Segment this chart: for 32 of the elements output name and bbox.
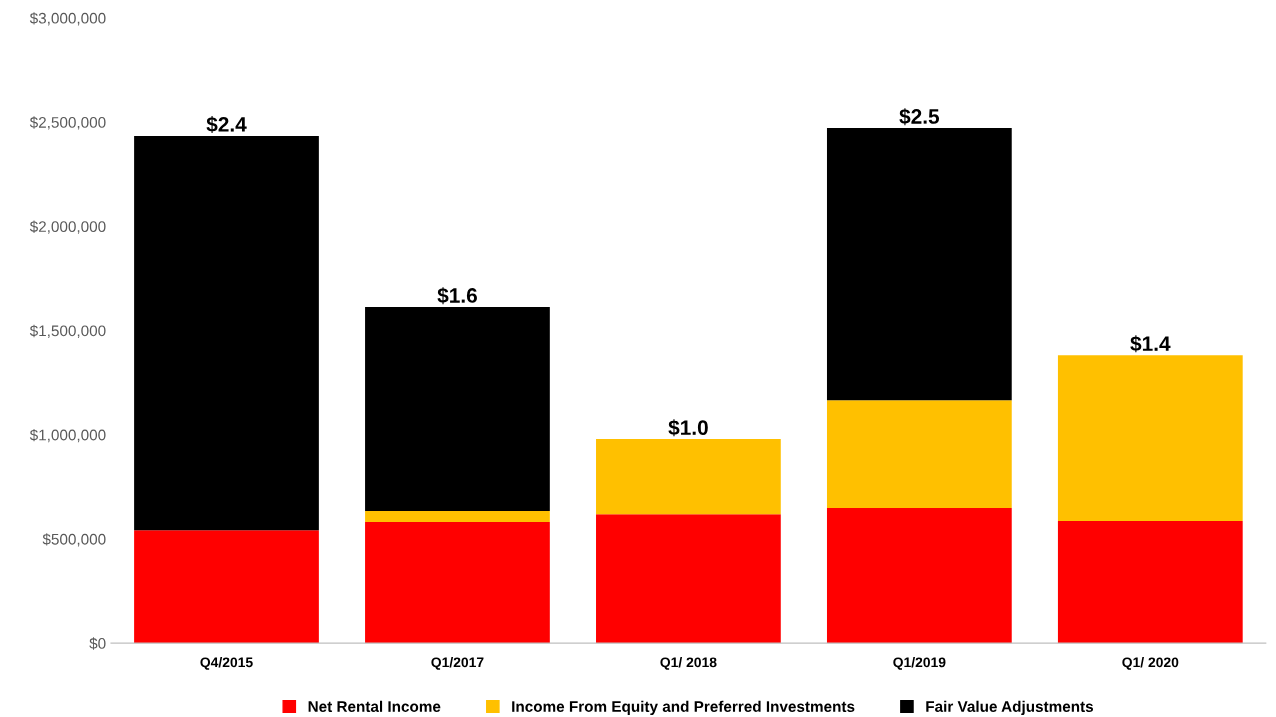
x-tick-label: Q4/2015 — [200, 657, 253, 670]
y-tick-label: $2,000,000 — [29, 220, 106, 234]
annotation: $1.4 — [1130, 335, 1171, 353]
annotation: $1.0 — [668, 419, 708, 437]
bar — [134, 530, 319, 644]
annotation: $1.6 — [437, 287, 477, 305]
bar — [365, 522, 550, 644]
annotation: $2.5 — [899, 108, 940, 126]
bar — [596, 514, 781, 644]
x-tick-label: Q1/ 2018 — [660, 657, 717, 670]
y-tick-label: $3,000,000 — [29, 12, 106, 26]
y-tick-label: $500,000 — [42, 533, 106, 547]
annotation: $2.4 — [206, 116, 247, 134]
x-tick-label: Q1/2017 — [431, 657, 484, 670]
x-tick-label: Q1/2019 — [893, 657, 946, 670]
legend-label: Income From Equity and Preferred Investments — [512, 700, 855, 715]
bar — [1057, 521, 1243, 644]
bar — [365, 306, 550, 512]
bar — [826, 508, 1012, 644]
bar — [134, 135, 319, 531]
bar — [596, 439, 781, 515]
bar — [826, 127, 1012, 401]
legend-label: Net Rental Income — [308, 700, 441, 712]
bar — [365, 511, 550, 523]
bar — [826, 400, 1012, 509]
y-tick-label: $1,000,000 — [29, 428, 106, 443]
y-tick-label: $1,500,000 — [29, 324, 106, 339]
x-tick-label: Q1/ 2020 — [1122, 657, 1179, 670]
bar — [1057, 355, 1243, 522]
y-tick-label: $0 — [89, 637, 106, 650]
legend-label: Fair Value Adjustments — [926, 700, 1094, 715]
y-tick-label: $2,500,000 — [29, 116, 106, 130]
